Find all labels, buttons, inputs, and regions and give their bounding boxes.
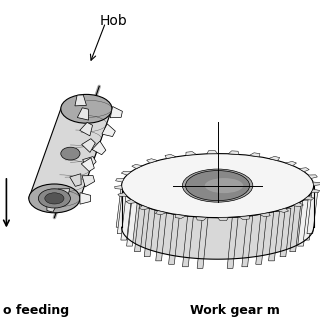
Polygon shape [156,211,166,215]
Polygon shape [249,153,260,157]
Polygon shape [313,182,320,186]
Text: Work gear m: Work gear m [190,304,280,317]
Polygon shape [197,217,208,268]
Polygon shape [83,156,96,170]
Polygon shape [268,212,279,261]
Polygon shape [82,176,95,187]
Polygon shape [239,216,249,220]
Polygon shape [228,151,239,155]
Polygon shape [299,168,309,172]
Polygon shape [110,107,123,118]
Polygon shape [102,124,115,137]
Polygon shape [307,191,318,234]
Polygon shape [116,179,124,182]
Ellipse shape [122,154,314,218]
Polygon shape [165,154,176,158]
Polygon shape [147,159,158,163]
Polygon shape [285,161,297,166]
Polygon shape [92,141,106,155]
Ellipse shape [29,184,80,213]
Ellipse shape [205,178,243,193]
Polygon shape [156,212,167,261]
Polygon shape [116,186,127,227]
Polygon shape [132,164,142,169]
Polygon shape [256,214,267,264]
Polygon shape [127,200,138,246]
Polygon shape [117,191,128,234]
Polygon shape [82,139,95,152]
Ellipse shape [122,174,314,238]
Polygon shape [269,156,280,161]
Polygon shape [293,203,303,207]
Ellipse shape [45,193,64,204]
Polygon shape [304,196,314,200]
Polygon shape [186,152,196,156]
Polygon shape [81,158,94,172]
Polygon shape [182,216,193,267]
Polygon shape [115,186,122,189]
Polygon shape [207,150,218,154]
Polygon shape [227,217,238,268]
Polygon shape [80,122,92,136]
Ellipse shape [61,147,80,160]
Polygon shape [121,196,132,240]
Polygon shape [58,189,70,199]
Polygon shape [118,193,127,196]
Text: Hob: Hob [100,14,127,28]
Polygon shape [259,213,270,217]
Polygon shape [139,205,150,210]
Polygon shape [196,217,207,220]
Polygon shape [277,208,289,212]
Polygon shape [280,208,291,257]
Polygon shape [122,186,314,259]
Ellipse shape [38,189,70,208]
Polygon shape [75,95,86,106]
Polygon shape [80,193,91,204]
Ellipse shape [182,169,253,202]
Polygon shape [298,200,308,246]
Polygon shape [77,108,89,120]
Polygon shape [169,214,180,264]
Polygon shape [303,196,314,240]
Polygon shape [175,214,186,219]
Polygon shape [126,199,136,204]
Polygon shape [121,171,131,175]
Polygon shape [134,204,145,252]
Polygon shape [144,208,155,257]
Ellipse shape [186,171,250,201]
Polygon shape [290,204,301,252]
Polygon shape [70,174,81,186]
Polygon shape [242,216,253,267]
Polygon shape [29,109,112,198]
Polygon shape [308,175,317,179]
Text: o feeding: o feeding [3,304,69,317]
Ellipse shape [61,94,112,123]
Polygon shape [311,189,320,193]
Polygon shape [47,200,58,212]
Polygon shape [218,217,228,221]
